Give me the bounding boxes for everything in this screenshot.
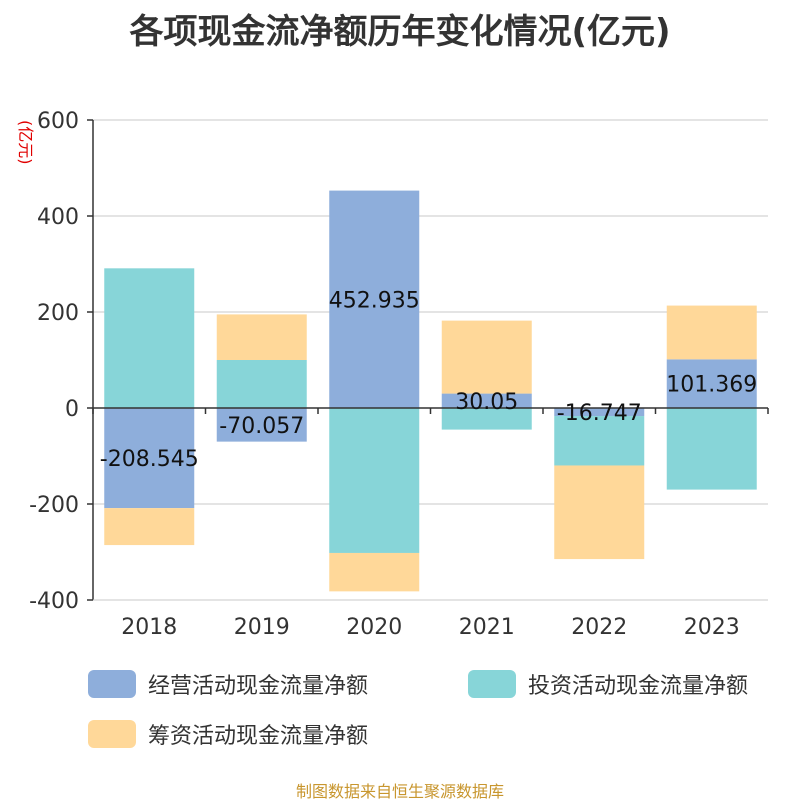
legend-swatch: [88, 720, 136, 748]
chart-title: 各项现金流净额历年变化情况(亿元): [129, 12, 671, 52]
x-tick-label: 2019: [234, 615, 290, 640]
data-label: 452.935: [329, 288, 420, 313]
data-label: -70.057: [219, 414, 304, 439]
bar-segment: [666, 359, 757, 408]
legend-label: 投资活动现金流量净额: [528, 674, 749, 699]
bar-segment: [441, 393, 532, 408]
y-tick-label: 0: [65, 397, 79, 422]
legend-label: 经营活动现金流量净额: [148, 674, 369, 699]
data-source-note: 制图数据来自恒生聚源数据库: [295, 782, 504, 801]
data-label: -208.545: [100, 447, 199, 472]
legend-item: 经营活动现金流量净额: [88, 668, 368, 700]
y-tick-label: 200: [37, 301, 79, 326]
bar-segment: [329, 552, 420, 592]
bar-segment: [216, 314, 307, 360]
bar-segment: [666, 305, 757, 360]
legend-swatch: [88, 670, 136, 698]
y-tick-label: 400: [37, 205, 79, 230]
bar-segment: [216, 360, 307, 408]
legend-swatch: [468, 670, 516, 698]
x-tick-label: 2023: [684, 615, 740, 640]
y-tick-label: -200: [29, 493, 79, 518]
bar-segment: [329, 408, 420, 553]
bar-segment: [104, 408, 195, 509]
legend-item: 筹资活动现金流量净额: [88, 718, 368, 750]
legend-label: 筹资活动现金流量净额: [148, 724, 369, 749]
legend-item: 投资活动现金流量净额: [468, 668, 748, 700]
bar-segment: [666, 408, 757, 490]
bar-segment: [554, 465, 645, 560]
x-tick-label: 2020: [346, 615, 402, 640]
x-tick-label: 2022: [571, 615, 627, 640]
bar-segment: [329, 190, 420, 408]
x-tick-label: 2021: [459, 615, 515, 640]
bar-segment: [216, 408, 307, 442]
y-tick-label: -400: [29, 589, 79, 614]
chart-area: -400 -200 0 200 400 600 2018 2019 2020 2021 2022 20…: [29, 109, 769, 640]
bar-segment: [104, 508, 195, 546]
data-label: -16.747: [557, 401, 642, 426]
y-tick-label: 600: [37, 109, 79, 134]
data-label: 101.369: [666, 373, 757, 398]
bar-segment: [554, 408, 645, 417]
bar-segment: [554, 416, 645, 466]
bar-segment: [104, 268, 195, 408]
x-tick-label: 2018: [121, 615, 177, 640]
bar-segment: [441, 320, 532, 394]
bar-segment: [441, 408, 532, 430]
data-label: 30.05: [455, 390, 518, 415]
